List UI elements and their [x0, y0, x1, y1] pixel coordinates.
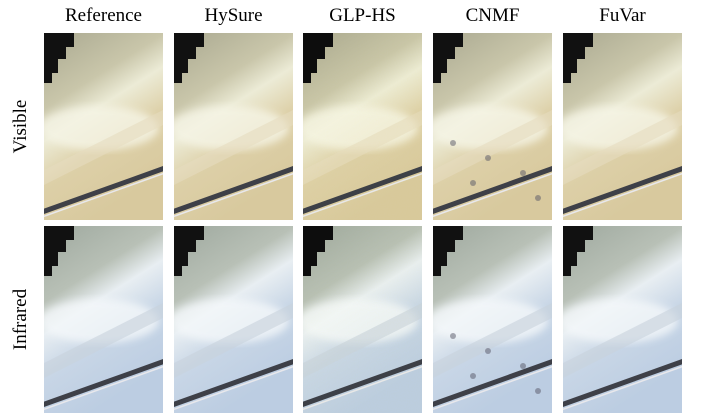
image-tile [428, 33, 554, 220]
artifact [470, 373, 476, 379]
dark-block [174, 47, 196, 59]
artifact [485, 155, 491, 161]
tile-content [39, 33, 165, 220]
dark-block [563, 266, 571, 276]
image-tile [558, 33, 684, 220]
dark-block [433, 47, 455, 59]
dark-block [44, 47, 66, 59]
tile-content [428, 226, 554, 413]
dark-block [433, 226, 463, 240]
column-header: HySure [204, 5, 262, 26]
dark-block [174, 252, 188, 266]
dark-block [44, 252, 58, 266]
column-header: Reference [65, 5, 142, 26]
artifact [535, 195, 541, 201]
dark-block [174, 33, 204, 47]
dark-block [303, 226, 333, 240]
dark-block [174, 226, 204, 240]
dark-block [433, 33, 463, 47]
column-header: CNMF [466, 5, 520, 26]
dark-block [433, 252, 447, 266]
tile-content [298, 226, 424, 413]
dark-block [303, 73, 311, 83]
image-tile [39, 33, 165, 220]
dark-block [303, 59, 317, 73]
artifact [470, 180, 476, 186]
dark-block [303, 266, 311, 276]
dark-block [563, 240, 585, 252]
dark-block [303, 240, 325, 252]
image-tile [428, 226, 554, 413]
dark-block [563, 73, 571, 83]
dark-block [44, 33, 74, 47]
artifact [535, 388, 541, 394]
tile-content [558, 226, 684, 413]
dark-block [303, 252, 317, 266]
tile-content [39, 226, 165, 413]
column-header: GLP-HS [329, 5, 396, 26]
dark-block [44, 59, 58, 73]
dark-block [174, 73, 182, 83]
image-tile [298, 33, 424, 220]
image-tile [558, 226, 684, 413]
row-label: Visible [10, 100, 31, 154]
dark-block [44, 226, 74, 240]
dark-block [174, 266, 182, 276]
dark-block [433, 73, 441, 83]
dark-block [563, 226, 593, 240]
dark-block [44, 73, 52, 83]
dark-block [433, 240, 455, 252]
artifact [485, 348, 491, 354]
dark-block [433, 266, 441, 276]
tile-content [298, 33, 424, 220]
dark-block [563, 47, 585, 59]
dark-block [303, 33, 333, 47]
image-tile [169, 33, 295, 220]
tile-content [169, 226, 295, 413]
image-tile [39, 226, 165, 413]
dark-block [174, 240, 196, 252]
tile-content [558, 33, 684, 220]
dark-block [174, 59, 188, 73]
dark-block [563, 252, 577, 266]
image-tile [298, 226, 424, 413]
dark-block [303, 47, 325, 59]
dark-block [563, 59, 577, 73]
dark-block [44, 266, 52, 276]
dark-block [433, 59, 447, 73]
artifact [520, 363, 526, 369]
row-label: Infrared [10, 288, 31, 350]
dark-block [563, 33, 593, 47]
dark-block [44, 240, 66, 252]
image-tile [169, 226, 295, 413]
artifact [520, 170, 526, 176]
artifact [450, 140, 456, 146]
artifact [450, 333, 456, 339]
tile-content [169, 33, 295, 220]
column-header: FuVar [599, 5, 646, 26]
tile-content [428, 33, 554, 220]
figure: Reference HySure GLP-HS CNMF FuVar Visible Inf… [0, 0, 701, 415]
